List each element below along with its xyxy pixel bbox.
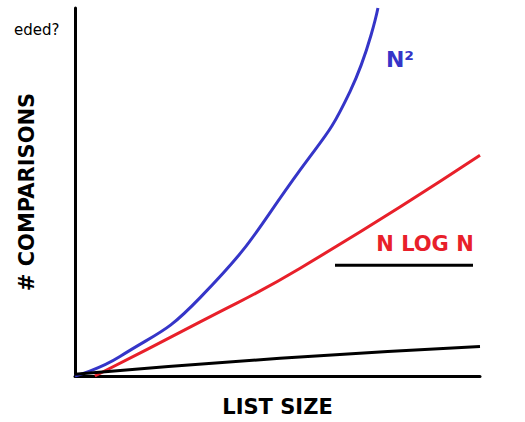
- svg-text:eded?: eded?: [14, 21, 59, 39]
- svg-text:LIST SIZE: LIST SIZE: [222, 395, 332, 419]
- svg-text:# COMPARISONS: # COMPARISONS: [15, 93, 39, 291]
- svg-text:N LOG N: N LOG N: [376, 232, 474, 256]
- svg-text:N²: N²: [386, 47, 414, 72]
